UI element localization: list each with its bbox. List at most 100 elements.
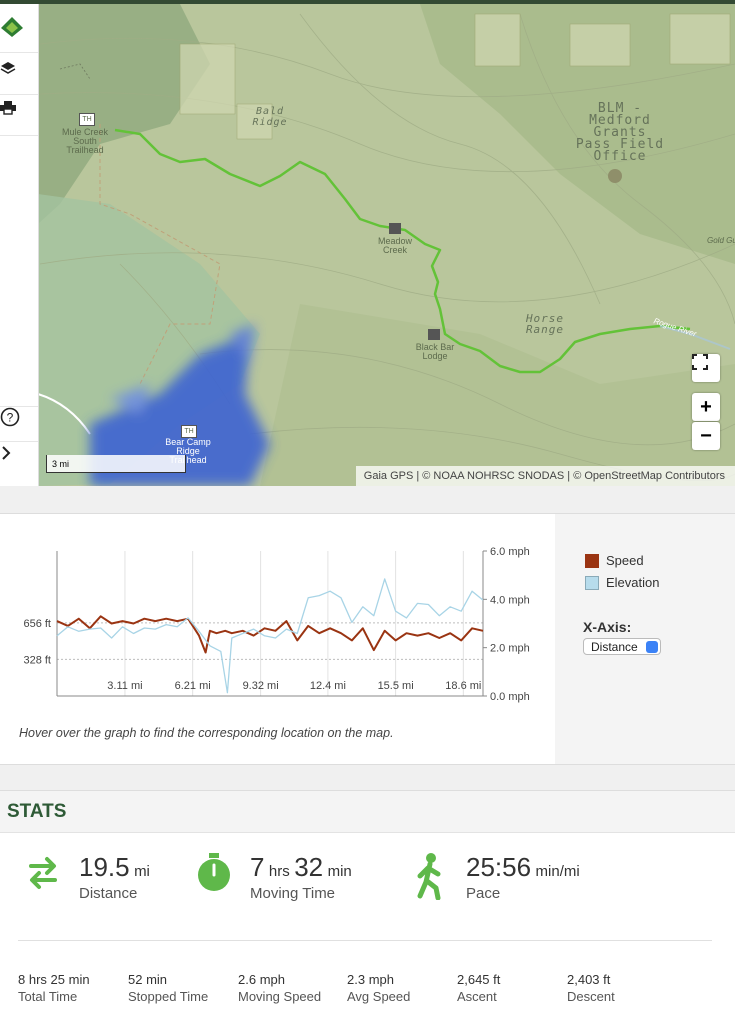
moving-speed-value: 2.6 <box>238 972 257 987</box>
descent-unit: ft <box>603 972 611 987</box>
map-label-horse-range: Horse Range <box>525 312 565 336</box>
y-right-tick-label: 2.0 mph <box>490 643 530 655</box>
x-tick-label: 3.11 mi <box>107 680 142 692</box>
total-time-hours: 8 <box>18 972 26 987</box>
x-tick-label: 12.4 mi <box>310 680 346 692</box>
map-label-gold: Gold Gu <box>707 236 735 245</box>
layers-icon <box>0 62 16 74</box>
y-right-tick-label: 4.0 mph <box>490 594 530 606</box>
stopwatch-icon <box>195 852 233 897</box>
moving-time-stat: 7 hrs 32 min Moving Time <box>250 852 352 902</box>
avg-speed-stat: 2.3 mph Avg Speed <box>347 972 410 1004</box>
map-label-blm: BLM - Medford Grants Pass Field Office <box>575 101 665 164</box>
zoom-in-button[interactable]: + <box>692 393 720 421</box>
lodge-icon <box>428 329 440 340</box>
map-label-bald-ridge: Bald Ridge <box>252 106 288 128</box>
elevation-speed-chart[interactable]: 3.11 mi 6.21 mi 9.32 mi 12.4 mi 15.5 mi 18.6 … <box>0 514 555 714</box>
total-time-label: Total Time <box>18 989 78 1004</box>
descent-stat: 2,403 ft Descent <box>567 972 615 1004</box>
moving-speed-stat: 2.6 mph Moving Speed <box>238 972 321 1004</box>
legend-speed-label: Speed <box>606 553 644 568</box>
map-label-mule-creek: Mule Creek South Trailhead <box>61 127 108 155</box>
hiker-icon <box>414 852 446 905</box>
pace-value: 25:56 <box>466 852 532 882</box>
distance-label: Distance <box>79 885 138 902</box>
route-line <box>114 128 691 374</box>
map-toolbar: ? <box>0 4 39 486</box>
trailhead-icon: TH <box>79 113 95 126</box>
help-icon: ? <box>0 407 20 427</box>
legend-elevation-label: Elevation <box>606 575 660 590</box>
legend-elevation[interactable]: Elevation <box>585 575 659 590</box>
help-button[interactable]: ? <box>0 406 38 442</box>
map-canvas <box>0 4 735 486</box>
gaia-logo-icon <box>1 17 23 37</box>
y-right-tick-label: 6.0 mph <box>490 546 530 558</box>
expand-sidebar-button[interactable] <box>0 446 38 480</box>
campground-icon <box>608 169 622 183</box>
chart-legend: Speed Elevation X-Axis: Distance <box>555 514 735 764</box>
moving-time-label: Moving Time <box>250 885 336 902</box>
y-left-tick-label: 328 ft <box>23 654 51 666</box>
ascent-stat: 2,645 ft Ascent <box>457 972 500 1004</box>
total-time-minutes-unit: min <box>68 972 90 987</box>
distance-value: 19.5 <box>79 852 130 882</box>
map-label-bear-camp: Bear Camp Ridge Trailhead <box>165 437 211 465</box>
print-icon <box>0 101 16 115</box>
map-attribution: Gaia GPS | © NOAA NOHRSC SNODAS | © Open… <box>355 466 735 486</box>
print-button[interactable] <box>0 101 38 136</box>
stopped-time-stat: 52 min Stopped Time <box>128 972 208 1004</box>
zoom-out-button[interactable]: − <box>692 422 720 450</box>
moving-speed-label: Moving Speed <box>238 989 322 1004</box>
ascent-value: 2,645 <box>457 972 490 987</box>
ascent-label: Ascent <box>457 989 497 1004</box>
campsite-icon <box>389 223 401 234</box>
total-time-minutes: 25 <box>50 972 66 987</box>
stats-panel: STATS <box>0 790 735 1025</box>
x-tick-label: 15.5 mi <box>378 680 414 692</box>
xaxis-select[interactable]: Distance <box>583 638 661 655</box>
xaxis-select-value: Distance <box>591 640 638 654</box>
distance-icon <box>27 855 59 896</box>
x-tick-label: 18.6 mi <box>445 680 481 692</box>
ascent-unit: ft <box>493 972 501 987</box>
avg-speed-unit: mph <box>368 972 394 987</box>
fullscreen-button[interactable] <box>692 354 720 382</box>
map-label-meadow-creek: Meadow Creek <box>377 236 413 255</box>
y-left-tick-label: 656 ft <box>23 618 51 630</box>
xaxis-label: X-Axis: <box>583 619 632 635</box>
pace-label: Pace <box>466 885 501 902</box>
avg-speed-value: 2.3 <box>347 972 366 987</box>
select-arrows-icon <box>646 641 658 653</box>
distance-unit: mi <box>134 863 150 880</box>
elevation-swatch <box>585 575 599 590</box>
x-tick-label: 6.21 mi <box>175 680 211 692</box>
stopped-time-label: Stopped Time <box>128 989 209 1004</box>
series-line-speed <box>56 615 484 654</box>
descent-label: Descent <box>567 989 615 1004</box>
distance-stat: 19.5 mi Distance <box>79 852 150 902</box>
avg-speed-label: Avg Speed <box>347 989 411 1004</box>
svg-text:?: ? <box>7 411 14 425</box>
y-right-tick-label: 0.0 mph <box>490 691 530 703</box>
stats-header: STATS <box>0 791 735 833</box>
fullscreen-icon <box>692 354 708 370</box>
moving-time-minutes-unit: min <box>327 863 352 880</box>
layers-button[interactable] <box>0 60 38 95</box>
map-view[interactable]: ? TH Mule Creek South Trailhead Bald Rid… <box>0 4 735 486</box>
total-time-hours-unit: hrs <box>28 972 47 987</box>
pace-stat: 25:56 min/mi Pace <box>466 852 580 902</box>
gaia-logo[interactable] <box>0 16 38 53</box>
chevron-right-icon <box>2 446 11 460</box>
series-line-elevation <box>56 578 484 694</box>
top-bar <box>0 0 735 4</box>
legend-speed[interactable]: Speed <box>585 553 644 568</box>
trailhead-icon-bear-camp: TH <box>181 425 197 438</box>
elevation-speed-panel: 3.11 mi 6.21 mi 9.32 mi 12.4 mi 15.5 mi 18.6 … <box>0 513 735 765</box>
moving-time-hours: 7 <box>250 852 265 882</box>
x-tick-label: 9.32 mi <box>243 680 279 692</box>
stopped-time-unit: min <box>146 972 168 987</box>
moving-time-minutes: 32 <box>294 852 324 882</box>
descent-value: 2,403 <box>567 972 600 987</box>
hover-note: Hover over the graph to find the corresp… <box>19 726 394 740</box>
